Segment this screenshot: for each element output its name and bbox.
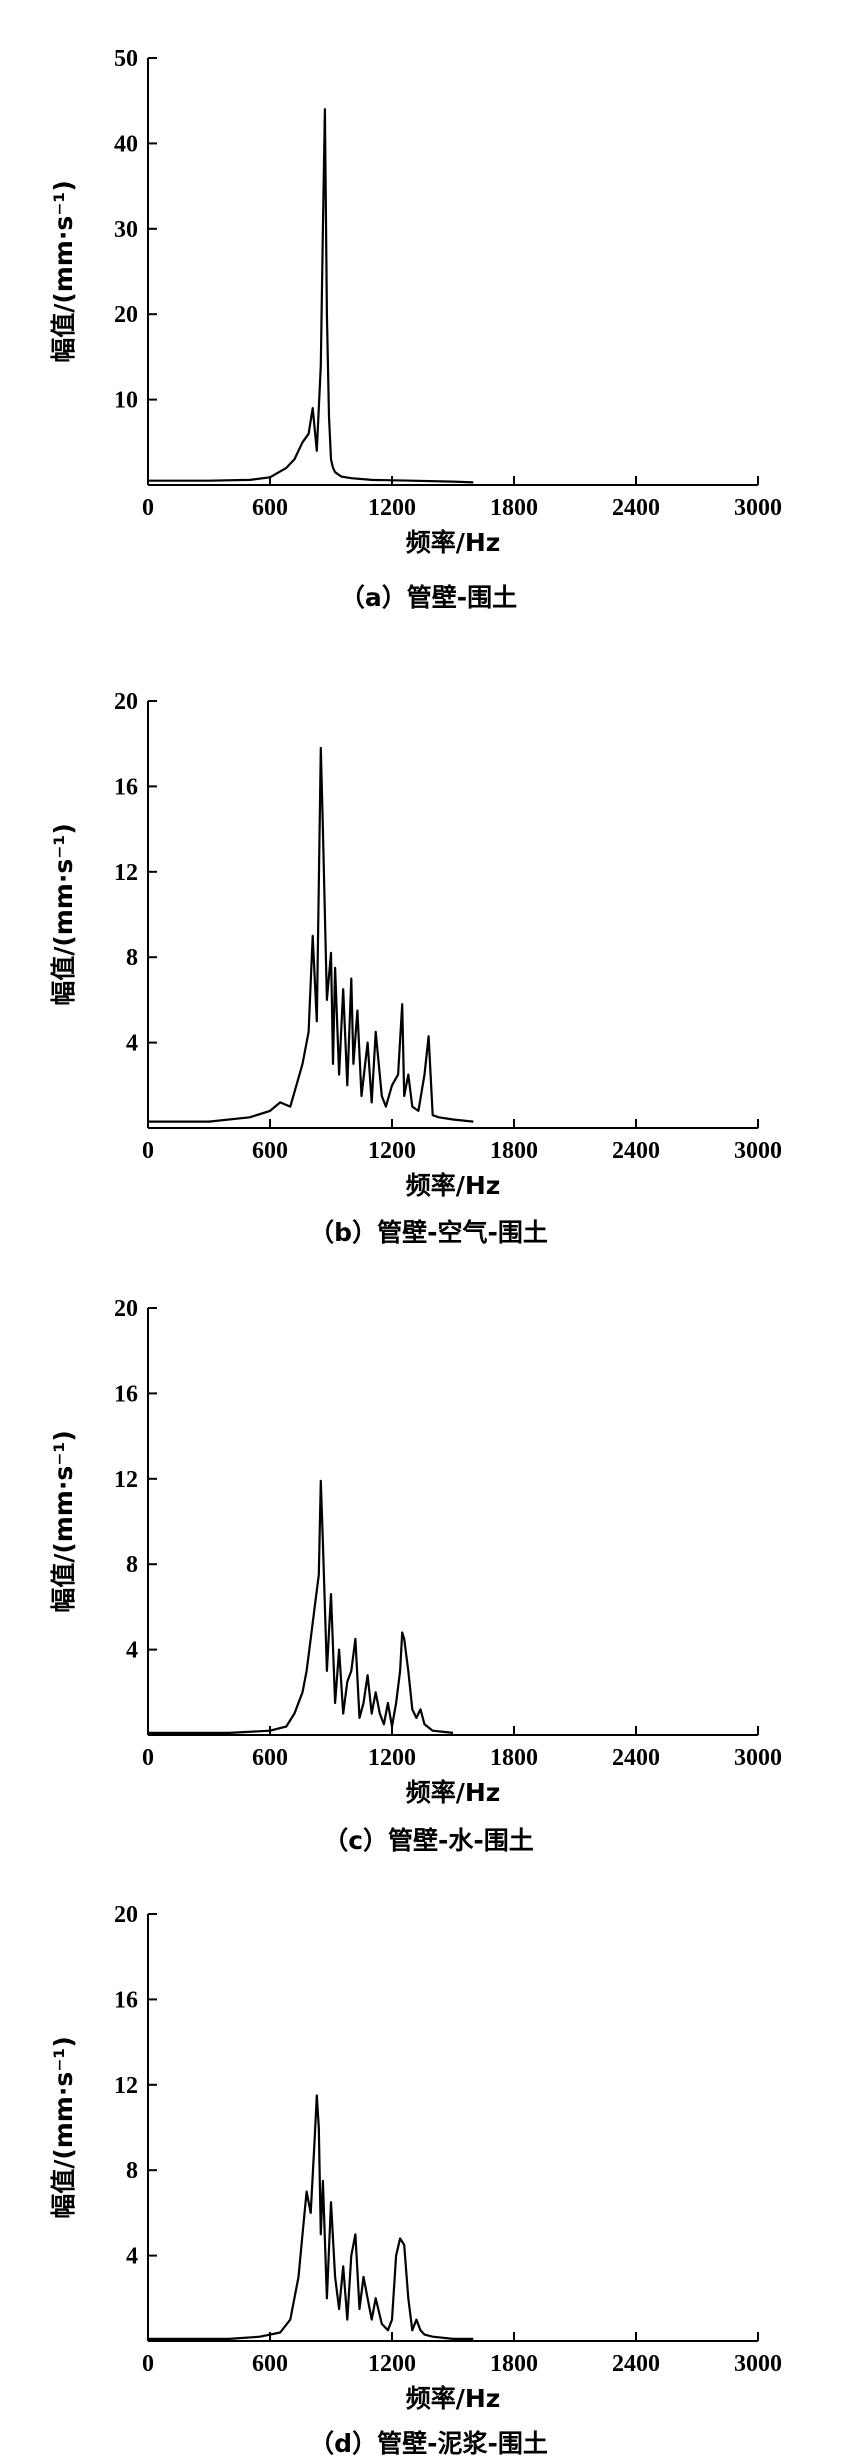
y-tick-label-c-3: 16 [114,1381,138,1407]
chart-c-caption: （c）管壁-水-围土 [323,1826,534,1855]
x-axis-label-a: 频率/Hz [406,528,501,557]
x-tick-label-c-3: 1800 [490,1745,538,1771]
y-tick-label-c-0: 4 [126,1638,138,1664]
y-tick-label-a-4: 50 [114,46,138,72]
y-tick-label-b-4: 20 [114,689,138,715]
x-tick-label-a-3: 1800 [490,495,538,521]
y-axis-label-b: 幅值/(mm·s⁻¹) [49,823,78,1006]
x-axis-label-d: 频率/Hz [406,2384,501,2413]
y-tick-label-a-0: 10 [114,388,138,414]
y-axis-label-d: 幅值/(mm·s⁻¹) [49,2036,78,2219]
x-tick-label-b-2: 1200 [368,1138,416,1164]
x-tick-label-c-4: 2400 [612,1745,660,1771]
chart-panel-b: 4 8 12 16 20 0 600 1200 1800 2400 3000 频率/Hz 幅值/(mm·… [0,643,857,1247]
x-tick-label-d-2: 1200 [368,2351,416,2377]
x-tick-label-b-5: 3000 [734,1138,782,1164]
x-tick-label-a-0: 0 [142,495,154,521]
x-tick-label-b-3: 1800 [490,1138,538,1164]
chart-a-caption: （a）管壁-围土 [339,583,518,612]
x-tick-label-a-5: 3000 [734,495,782,521]
y-tick-label-b-0: 4 [126,1031,138,1057]
chart-a-svg: 10 20 30 40 50 0 600 1200 1800 2400 3000 频率/Hz 幅值/(m… [49,46,782,557]
series-line-c-0 [148,1479,454,1734]
x-tick-label-b-1: 600 [252,1138,288,1164]
chart-b-caption: （b）管壁-空气-围土 [309,1218,548,1247]
chart-d-caption: （d）管壁-泥浆-围土 [309,2429,548,2458]
x-tick-label-b-4: 2400 [612,1138,660,1164]
series-line-d-0 [148,2094,474,2340]
y-tick-label-c-2: 12 [114,1467,138,1493]
chart-panel-a: 10 20 30 40 50 0 600 1200 1800 2400 3000 频率/Hz 幅值/(m… [0,0,857,612]
y-tick-label-d-1: 8 [126,2158,138,2184]
x-tick-label-c-2: 1200 [368,1745,416,1771]
chart-c-svg: 4 8 12 16 20 0 600 1200 1800 2400 3000 频率/Hz 幅值/(mm·… [49,1296,782,1807]
x-tick-label-d-3: 1800 [490,2351,538,2377]
chart-panel-d: 4 8 12 16 20 0 600 1200 1800 2400 3000 频率/Hz 幅值/(mm·… [0,1856,857,2458]
y-tick-label-d-0: 4 [126,2244,138,2270]
chart-b-svg: 4 8 12 16 20 0 600 1200 1800 2400 3000 频率/Hz 幅值/(mm·… [49,689,782,1200]
y-tick-label-b-3: 16 [114,774,138,800]
x-tick-label-a-1: 600 [252,495,288,521]
x-tick-label-c-5: 3000 [734,1745,782,1771]
chart-d-svg: 4 8 12 16 20 0 600 1200 1800 2400 3000 频率/Hz 幅值/(mm·… [49,1902,782,2413]
x-tick-label-d-0: 0 [142,2351,154,2377]
y-tick-label-b-1: 8 [126,945,138,971]
x-tick-label-d-5: 3000 [734,2351,782,2377]
chart-panel-c: 4 8 12 16 20 0 600 1200 1800 2400 3000 频率/Hz 幅值/(mm·… [0,1250,857,1855]
x-axis-label-b: 频率/Hz [406,1171,501,1200]
y-tick-label-d-2: 12 [114,2073,138,2099]
x-tick-label-d-1: 600 [252,2351,288,2377]
x-tick-label-c-0: 0 [142,1745,154,1771]
x-tick-label-a-2: 1200 [368,495,416,521]
x-axis-label-c: 频率/Hz [406,1778,501,1807]
y-tick-label-b-2: 12 [114,860,138,886]
y-axis-label-a: 幅值/(mm·s⁻¹) [49,180,78,363]
y-axis-label-c: 幅值/(mm·s⁻¹) [49,1430,78,1613]
y-tick-label-a-2: 30 [114,217,138,243]
y-tick-label-d-3: 16 [114,1987,138,2013]
y-tick-label-d-4: 20 [114,1902,138,1928]
y-tick-label-c-1: 8 [126,1552,138,1578]
x-tick-label-d-4: 2400 [612,2351,660,2377]
x-tick-label-c-1: 600 [252,1745,288,1771]
y-tick-label-a-1: 20 [114,302,138,328]
series-line-b-0 [148,746,474,1123]
y-tick-label-c-4: 20 [114,1296,138,1322]
x-tick-label-b-0: 0 [142,1138,154,1164]
y-tick-label-a-3: 40 [114,131,138,157]
series-line-a-0 [148,108,474,484]
x-tick-label-a-4: 2400 [612,495,660,521]
